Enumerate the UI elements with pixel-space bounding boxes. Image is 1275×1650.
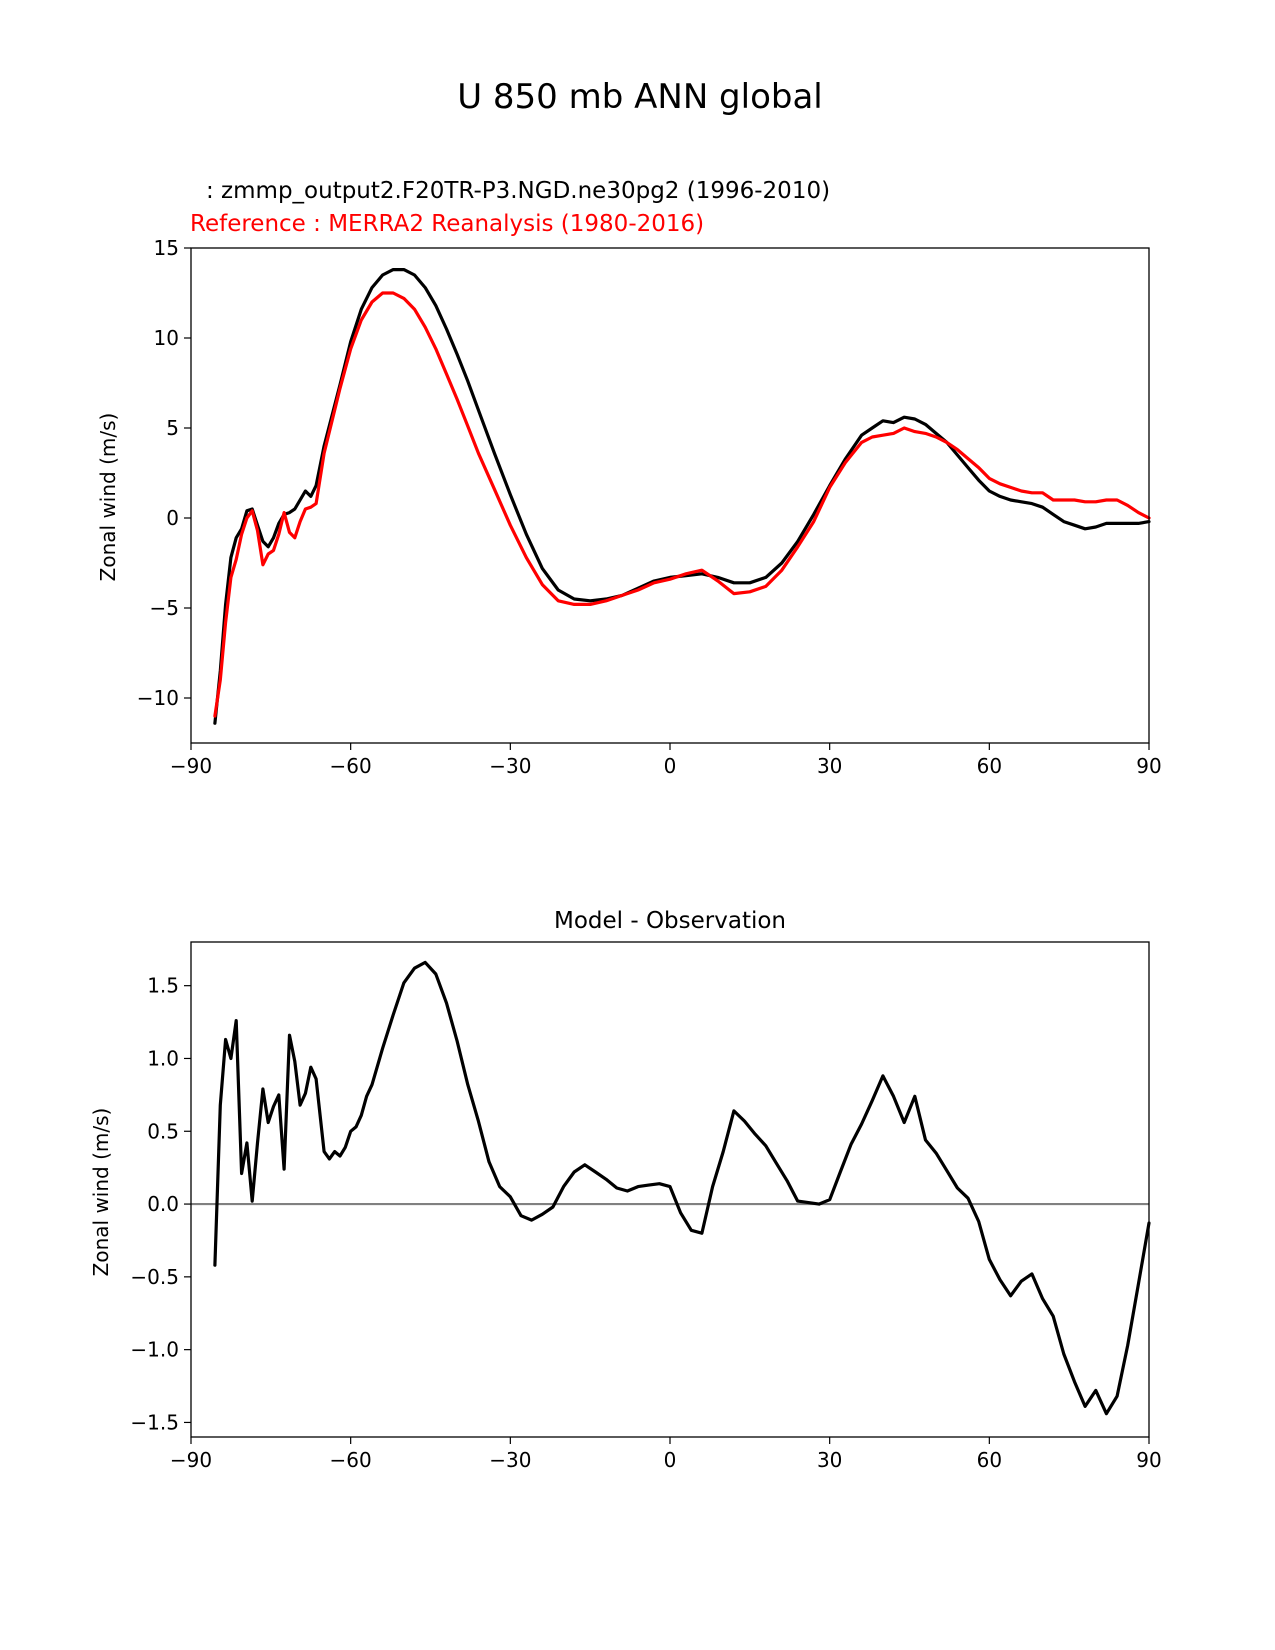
top-ylabel: Zonal wind (m/s) bbox=[96, 413, 120, 582]
top-panel: : zmmp_output2.F20TR-P3.NGD.ne30pg2 (199… bbox=[96, 178, 1162, 778]
top-plot-frame bbox=[190, 247, 1150, 744]
bottom-ytick-label: 0.0 bbox=[147, 1192, 179, 1216]
bottom-ticks: −90 −60 −30 0 30 60 90 −1.5 −1.0 −0.5 0.0 0.5 1.0 1.5 bbox=[130, 974, 1161, 1472]
bottom-ytick-label: −0.5 bbox=[130, 1265, 179, 1289]
bottom-ytick-label: −1.0 bbox=[130, 1338, 179, 1362]
top-lines bbox=[213, 268, 1151, 725]
ref-series-line bbox=[213, 291, 1151, 718]
bottom-xtick-label: 30 bbox=[817, 1448, 842, 1472]
top-ytick-label: −5 bbox=[150, 596, 179, 620]
bottom-plot-frame bbox=[190, 941, 1150, 1438]
top-ytick-label: 5 bbox=[166, 416, 179, 440]
figure-title: U 850 mb ANN global bbox=[457, 77, 823, 117]
top-ytick-label: 15 bbox=[154, 236, 179, 260]
bottom-ylabel: Zonal wind (m/s) bbox=[89, 1108, 113, 1277]
top-ytick-label: −10 bbox=[137, 686, 179, 710]
bottom-ytick-label: 1.0 bbox=[147, 1046, 179, 1070]
top-xtick-label: −60 bbox=[330, 754, 372, 778]
test-run-label: : zmmp_output2.F20TR-P3.NGD.ne30pg2 (199… bbox=[206, 178, 830, 204]
top-xtick-label: 60 bbox=[977, 754, 1002, 778]
difference-series-line bbox=[213, 960, 1151, 1416]
top-ticks: −90 −60 −30 0 30 60 90 −10 −5 0 5 10 15 bbox=[137, 236, 1162, 778]
top-xtick-label: 90 bbox=[1136, 754, 1161, 778]
top-xtick-label: 30 bbox=[817, 754, 842, 778]
bottom-xtick-label: 0 bbox=[664, 1448, 677, 1472]
top-ytick-label: 0 bbox=[166, 506, 179, 530]
top-xtick-label: −30 bbox=[489, 754, 531, 778]
bottom-xtick-label: −60 bbox=[330, 1448, 372, 1472]
bottom-ytick-label: −1.5 bbox=[130, 1410, 179, 1434]
bottom-ytick-label: 0.5 bbox=[147, 1119, 179, 1143]
reference-label: Reference : MERRA2 Reanalysis (1980-2016… bbox=[190, 211, 704, 237]
bottom-xtick-label: −30 bbox=[489, 1448, 531, 1472]
top-xtick-label: 0 bbox=[664, 754, 677, 778]
bottom-lines bbox=[191, 960, 1151, 1416]
top-xtick-label: −90 bbox=[170, 754, 212, 778]
bottom-xtick-label: −90 bbox=[170, 1448, 212, 1472]
difference-title: Model - Observation bbox=[554, 908, 786, 934]
top-ytick-label: 10 bbox=[154, 326, 179, 350]
bottom-ytick-label: 1.5 bbox=[147, 974, 179, 998]
bottom-panel: Model - Observation Zonal wind (m/s) −90… bbox=[89, 908, 1162, 1472]
bottom-xtick-label: 90 bbox=[1136, 1448, 1161, 1472]
bottom-xtick-label: 60 bbox=[977, 1448, 1002, 1472]
